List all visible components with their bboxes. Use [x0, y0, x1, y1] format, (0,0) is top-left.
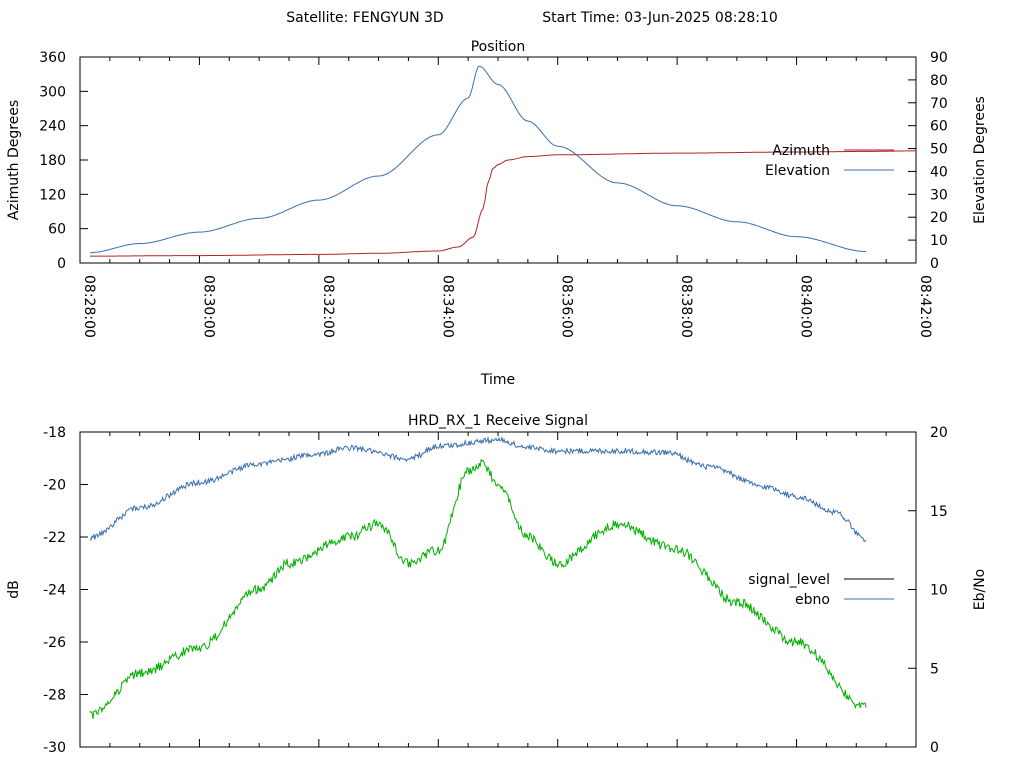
y2-tick-label: 0 — [930, 740, 939, 756]
y2-tick-label: 60 — [930, 119, 948, 135]
chart-title: HRD_RX_1 Receive Signal — [408, 413, 588, 429]
x-tick-label: 08:34:00 — [439, 275, 455, 338]
y-axis-label: Azimuth Degrees — [6, 100, 22, 220]
y-tick-label: -22 — [43, 530, 66, 546]
y2-tick-label: 70 — [930, 96, 948, 112]
y-tick-label: -18 — [43, 425, 66, 441]
position-chart: Position 08:28:00 08:30:00 08:32:00 08:34:00… — [6, 39, 988, 388]
y2-tick-label: 10 — [930, 233, 948, 249]
series-line-unnamed — [89, 458, 867, 719]
y2-tick-label: 90 — [930, 50, 948, 66]
y-tick-label: 60 — [48, 222, 66, 238]
y-tick-label: -24 — [43, 583, 66, 599]
y2-tick-label: 20 — [930, 210, 948, 226]
chart-title: Position — [471, 39, 526, 55]
y-tick-label: -26 — [43, 635, 66, 651]
y2-tick-label: 80 — [930, 73, 948, 89]
y2-tick-label: 0 — [930, 256, 939, 272]
y-tick-label: 300 — [39, 84, 66, 100]
y-tick-label: -28 — [43, 688, 66, 704]
legend-label: signal_level — [748, 572, 830, 588]
y2-tick-label: 20 — [930, 425, 948, 441]
y-tick-label: 120 — [39, 187, 66, 203]
x-tick-label: 08:40:00 — [798, 275, 814, 338]
y-tick-label: -30 — [43, 740, 66, 756]
y2-axis-label: Elevation Degrees — [972, 96, 988, 224]
legend-label: Azimuth — [772, 143, 830, 159]
start-time-label: Start Time: 03-Jun-2025 08:28:10 — [542, 10, 778, 26]
series-line-azimuth — [90, 150, 916, 257]
x-tick-label: 08:38:00 — [678, 275, 694, 338]
y2-tick-label: 15 — [930, 504, 948, 520]
y2-tick-label: 5 — [930, 661, 939, 677]
y-tick-label: 180 — [39, 153, 66, 169]
y-axis-label: dB — [6, 580, 22, 599]
series-line-ebno — [89, 435, 867, 543]
receive-signal-chart: HRD_RX_1 Receive Signal -18 -20 -22 -24 -26 -2… — [6, 413, 988, 756]
series-line-elevation — [90, 65, 867, 254]
y-tick-label: 0 — [57, 256, 66, 272]
y-tick-label: -20 — [43, 478, 66, 494]
satellite-label: Satellite: FENGYUN 3D — [286, 10, 443, 26]
legend-label: ebno — [795, 592, 830, 608]
x-axis-label: Time — [480, 372, 515, 388]
x-tick-label: 08:32:00 — [320, 275, 336, 338]
y2-tick-label: 40 — [930, 164, 948, 180]
x-tick-label: 08:42:00 — [917, 275, 933, 338]
y-tick-label: 360 — [39, 50, 66, 66]
x-tick-label: 08:30:00 — [200, 275, 216, 338]
y2-tick-label: 10 — [930, 583, 948, 599]
y-tick-label: 240 — [39, 119, 66, 135]
y2-tick-label: 50 — [930, 142, 948, 158]
legend-label: Elevation — [765, 163, 830, 179]
y2-axis-label: Eb/No — [972, 569, 988, 611]
y2-tick-label: 30 — [930, 187, 948, 203]
x-tick-label: 08:36:00 — [559, 275, 575, 338]
x-tick-label: 08:28:00 — [81, 275, 97, 338]
